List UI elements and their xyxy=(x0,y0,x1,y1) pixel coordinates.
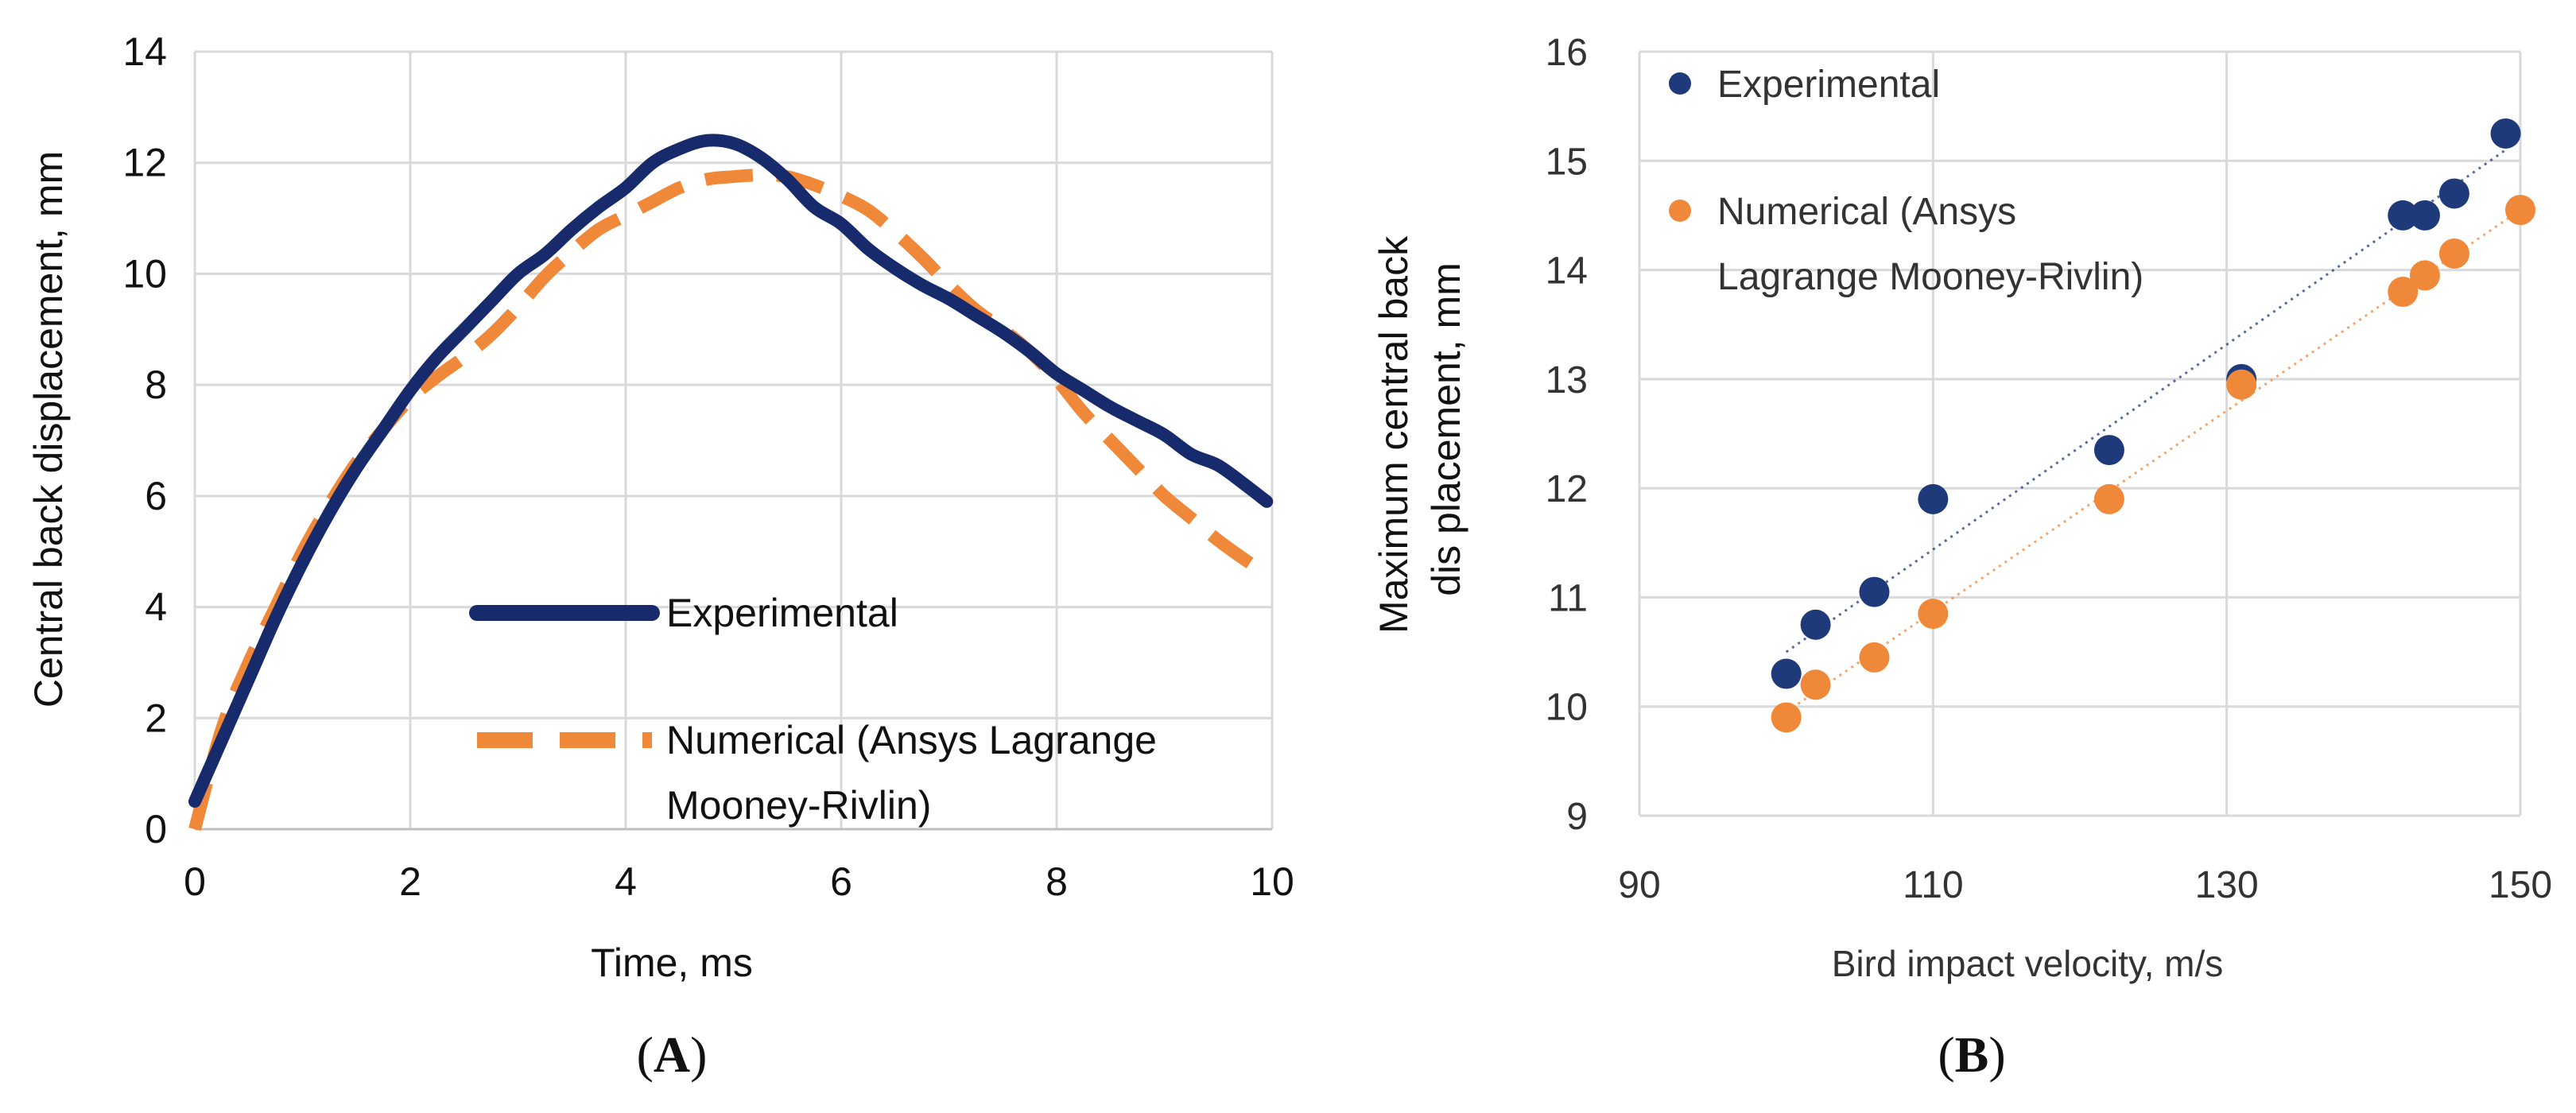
legend-experimental-label: Experimental xyxy=(1717,64,1940,106)
legend-experimental-label: Experimental xyxy=(666,591,898,635)
panel-b-scatter-chart: 9 10 11 12 13 14 15 16 90 110 130 150 Bird impact v… xyxy=(1371,32,2552,984)
panel-b-legend: Experimental Numerical (Ansys Lagrange M… xyxy=(1669,64,2143,298)
panel-b-tick-labels: 9 10 11 12 13 14 15 16 90 110 130 150 xyxy=(1546,32,2552,906)
point-experimental xyxy=(1918,483,1949,514)
panel-a-series xyxy=(188,134,1274,832)
trendline-experimental xyxy=(1785,149,2507,653)
point-numerical xyxy=(2409,260,2440,291)
point-experimental xyxy=(2409,200,2440,231)
panel-a-y-tick-label: 8 xyxy=(145,363,167,407)
panel-a-x-tick-label: 8 xyxy=(1046,859,1068,904)
point-numerical xyxy=(2226,369,2257,400)
point-numerical xyxy=(1859,642,1890,673)
panel-a-label: (A) xyxy=(637,1026,708,1083)
point-experimental xyxy=(2093,435,2124,466)
panel-b-x-tick-label: 150 xyxy=(2489,864,2552,906)
panel-a-x-tick-label: 6 xyxy=(830,859,852,904)
panel-a-x-tick-label: 0 xyxy=(184,859,206,904)
series-experimental-line xyxy=(188,134,1274,809)
point-experimental xyxy=(1859,576,1890,607)
point-numerical xyxy=(2438,238,2469,269)
legend-experimental-marker xyxy=(1669,72,1691,95)
point-numerical xyxy=(1771,702,1802,733)
panel-b-x-axis-label: Bird impact velocity, m/s xyxy=(1832,943,2223,984)
panel-a-legend: Experimental Numerical (Ansys Lagrange M… xyxy=(469,591,1168,828)
trendline-numerical xyxy=(1785,208,2521,713)
panel-b-y-axis-label: Maximum central back dis placement, mm xyxy=(1371,225,1468,634)
point-experimental xyxy=(2438,178,2469,209)
point-numerical xyxy=(1800,669,1831,700)
panel-a-x-axis-label: Time, ms xyxy=(591,940,753,985)
legend-numerical-label: Numerical (Ansys Lagrange Mooney-Rivlin) xyxy=(666,718,1168,828)
panel-b-points xyxy=(1771,118,2535,733)
panel-a-x-tick-label: 4 xyxy=(615,859,637,904)
panel-a-y-tick-label: 2 xyxy=(145,696,167,740)
point-experimental xyxy=(2490,118,2521,149)
panel-b-x-tick-label: 130 xyxy=(2195,864,2259,906)
point-experimental xyxy=(1771,658,1802,689)
panel-a-y-tick-label: 0 xyxy=(145,807,167,851)
panel-b-x-tick-label: 110 xyxy=(1903,864,1964,906)
panel-a-x-tick-label: 10 xyxy=(1250,859,1294,904)
panel-b-trendlines xyxy=(1785,149,2521,713)
legend-numerical-marker xyxy=(1669,200,1691,222)
panel-b-y-tick-label: 15 xyxy=(1546,141,1588,183)
panel-a-x-tick-label: 2 xyxy=(399,859,421,904)
panel-a-y-tick-label: 10 xyxy=(122,251,167,296)
panel-b-y-tick-label: 14 xyxy=(1546,250,1588,293)
panel-a-y-tick-label: 4 xyxy=(145,585,167,630)
point-numerical xyxy=(1918,599,1949,630)
panel-b-x-tick-label: 90 xyxy=(1618,864,1660,906)
legend-numerical-label: Numerical (Ansys Lagrange Mooney-Rivlin) xyxy=(1717,191,2143,298)
panel-a-gridlines xyxy=(193,50,1274,829)
point-numerical xyxy=(2388,277,2419,308)
point-experimental xyxy=(2388,200,2419,231)
panel-a-tick-labels: 0 2 4 6 8 10 12 14 0 2 4 6 8 10 xyxy=(122,29,1294,904)
panel-b-y-tick-label: 10 xyxy=(1546,687,1588,729)
panel-a-y-axis-label: Central back displacement, mm xyxy=(26,151,71,708)
panel-a-y-tick-label: 12 xyxy=(122,141,167,185)
panel-a-y-tick-label: 6 xyxy=(145,474,167,518)
panel-b-y-tick-label: 11 xyxy=(1548,577,1588,619)
panel-b-y-tick-label: 12 xyxy=(1546,468,1588,510)
point-numerical xyxy=(2505,195,2535,226)
panel-b-y-tick-label: 9 xyxy=(1566,796,1588,838)
panel-b-y-tick-label: 16 xyxy=(1546,32,1588,74)
point-experimental xyxy=(1800,609,1831,640)
panel-a-y-tick-label: 14 xyxy=(122,29,167,74)
panel-b-gridlines xyxy=(1638,50,2522,817)
point-numerical xyxy=(2093,483,2124,514)
panel-b-y-tick-label: 13 xyxy=(1546,359,1588,401)
panel-b-label: (B) xyxy=(1938,1026,2005,1083)
panel-a-line-chart: 0 2 4 6 8 10 12 14 0 2 4 6 8 10 Time, ms Central back… xyxy=(26,29,1294,985)
